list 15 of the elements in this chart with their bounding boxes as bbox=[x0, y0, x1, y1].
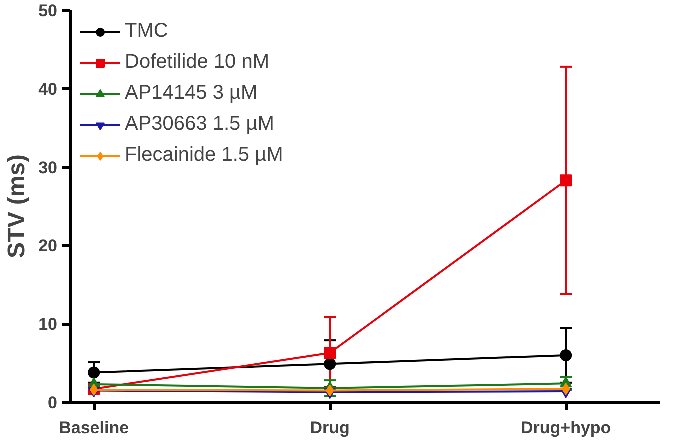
legend-label: Dofetilide 10 nM bbox=[125, 51, 270, 74]
y-axis-title: STV (ms) bbox=[4, 154, 31, 259]
x-tick-label: Baseline bbox=[59, 418, 130, 438]
legend-label: AP30663 1.5 µM bbox=[125, 113, 274, 136]
y-tick-label: 20 bbox=[38, 236, 58, 256]
y-tick-label: 10 bbox=[38, 315, 58, 334]
x-tick-label: Drug+hypo bbox=[521, 418, 612, 438]
legend-label: Flecainide 1.5 µM bbox=[125, 144, 284, 167]
legend-label: TMC bbox=[125, 20, 168, 43]
y-tick-label: 30 bbox=[38, 158, 58, 178]
y-tick-label: 50 bbox=[38, 2, 58, 20]
y-tick-label: 40 bbox=[38, 80, 58, 99]
y-tick-label: 0 bbox=[48, 394, 58, 412]
x-tick-label: Drug bbox=[310, 418, 350, 438]
legend-label: AP14145 3 µM bbox=[125, 82, 258, 105]
